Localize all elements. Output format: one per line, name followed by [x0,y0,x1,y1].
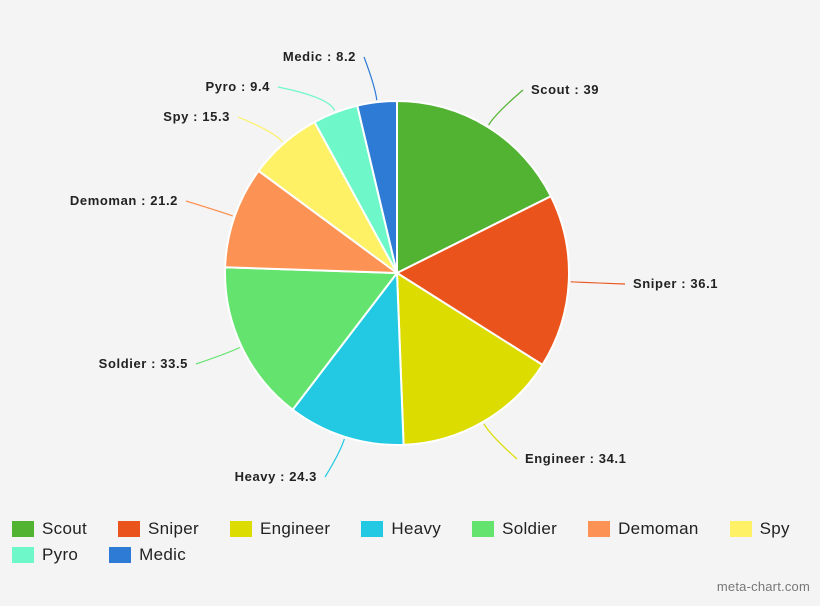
legend-item-demoman[interactable]: Demoman [588,519,699,539]
legend-label-pyro: Pyro [42,545,79,564]
pie-slice-engineer[interactable] [395,271,544,446]
legend-swatch-engineer [229,521,252,537]
data-label-pyro: Pyro : 9.4 [205,79,270,94]
leader-line-heavy [324,438,345,478]
pie-chart: Scout : 39 Sniper : 36.1 Engineer : 34.1 He… [70,49,718,484]
data-label-sniper: Sniper : 36.1 [633,276,718,291]
leader-line-soldier [195,346,241,365]
data-label-medic: Medic : 8.2 [283,49,356,64]
legend-swatch-medic [109,547,132,563]
legend-label-spy: Spy [759,519,790,538]
leader-line-demoman [185,200,233,217]
leader-line-engineer [483,423,518,460]
legend-swatch-soldier [472,521,495,537]
data-labels: Scout : 39 Sniper : 36.1 Engineer : 34.1 He… [70,49,718,484]
legend-swatch-demoman [588,521,611,537]
leader-line-medic [363,56,378,101]
leader-lines [185,56,626,478]
legend-item-scout[interactable]: Scout [12,519,87,539]
data-label-demoman: Demoman : 21.2 [70,193,178,208]
legend-swatch-pyro [12,547,34,563]
legend-item-spy[interactable]: Spy [729,519,790,539]
legend-label-sniper: Sniper [147,519,199,538]
pie-slice-medic[interactable] [356,99,398,274]
pie-slice-sniper[interactable] [394,194,570,367]
pie-slices [224,99,570,446]
data-label-heavy: Heavy : 24.3 [235,469,317,484]
pie-slice-soldier[interactable] [224,266,399,412]
legend-label-engineer: Engineer [259,519,331,538]
legend-swatch-sniper [117,521,140,537]
pie-slice-scout[interactable] [396,99,553,275]
legend-item-medic[interactable]: Medic [109,545,186,565]
legend-label-heavy: Heavy [391,519,442,538]
legend-item-sniper[interactable]: Sniper [117,519,199,539]
data-label-engineer: Engineer : 34.1 [525,451,626,466]
credit-text[interactable]: meta-chart.com [716,579,810,594]
legend-label-soldier: Soldier [502,519,558,538]
legend-item-soldier[interactable]: Soldier [472,519,557,539]
legend-label-demoman: Demoman [618,519,699,538]
leader-line-scout [488,89,524,126]
legend-label-medic: Medic [139,545,187,564]
legend-item-heavy[interactable]: Heavy [361,519,441,539]
legend-swatch-scout [12,521,34,537]
leader-line-pyro [277,86,336,111]
data-label-scout: Scout : 39 [531,82,599,97]
pie-slice-demoman[interactable] [224,169,401,275]
legend-swatch-spy [729,521,752,537]
pie-slice-heavy[interactable] [291,270,405,446]
legend-item-pyro[interactable]: Pyro [12,545,78,565]
legend-row-1: Scout Sniper Engineer Heavy Soldier Demo… [12,519,820,539]
data-label-soldier: Soldier : 33.5 [99,356,188,371]
leader-line-sniper [570,281,626,285]
legend-swatch-heavy [361,521,384,537]
leader-line-spy [237,116,284,143]
legend-row-2: Pyro Medic [12,545,217,565]
data-label-spy: Spy : 15.3 [163,109,230,124]
legend-item-engineer[interactable]: Engineer [229,519,331,539]
legend-label-scout: Scout [42,519,87,538]
